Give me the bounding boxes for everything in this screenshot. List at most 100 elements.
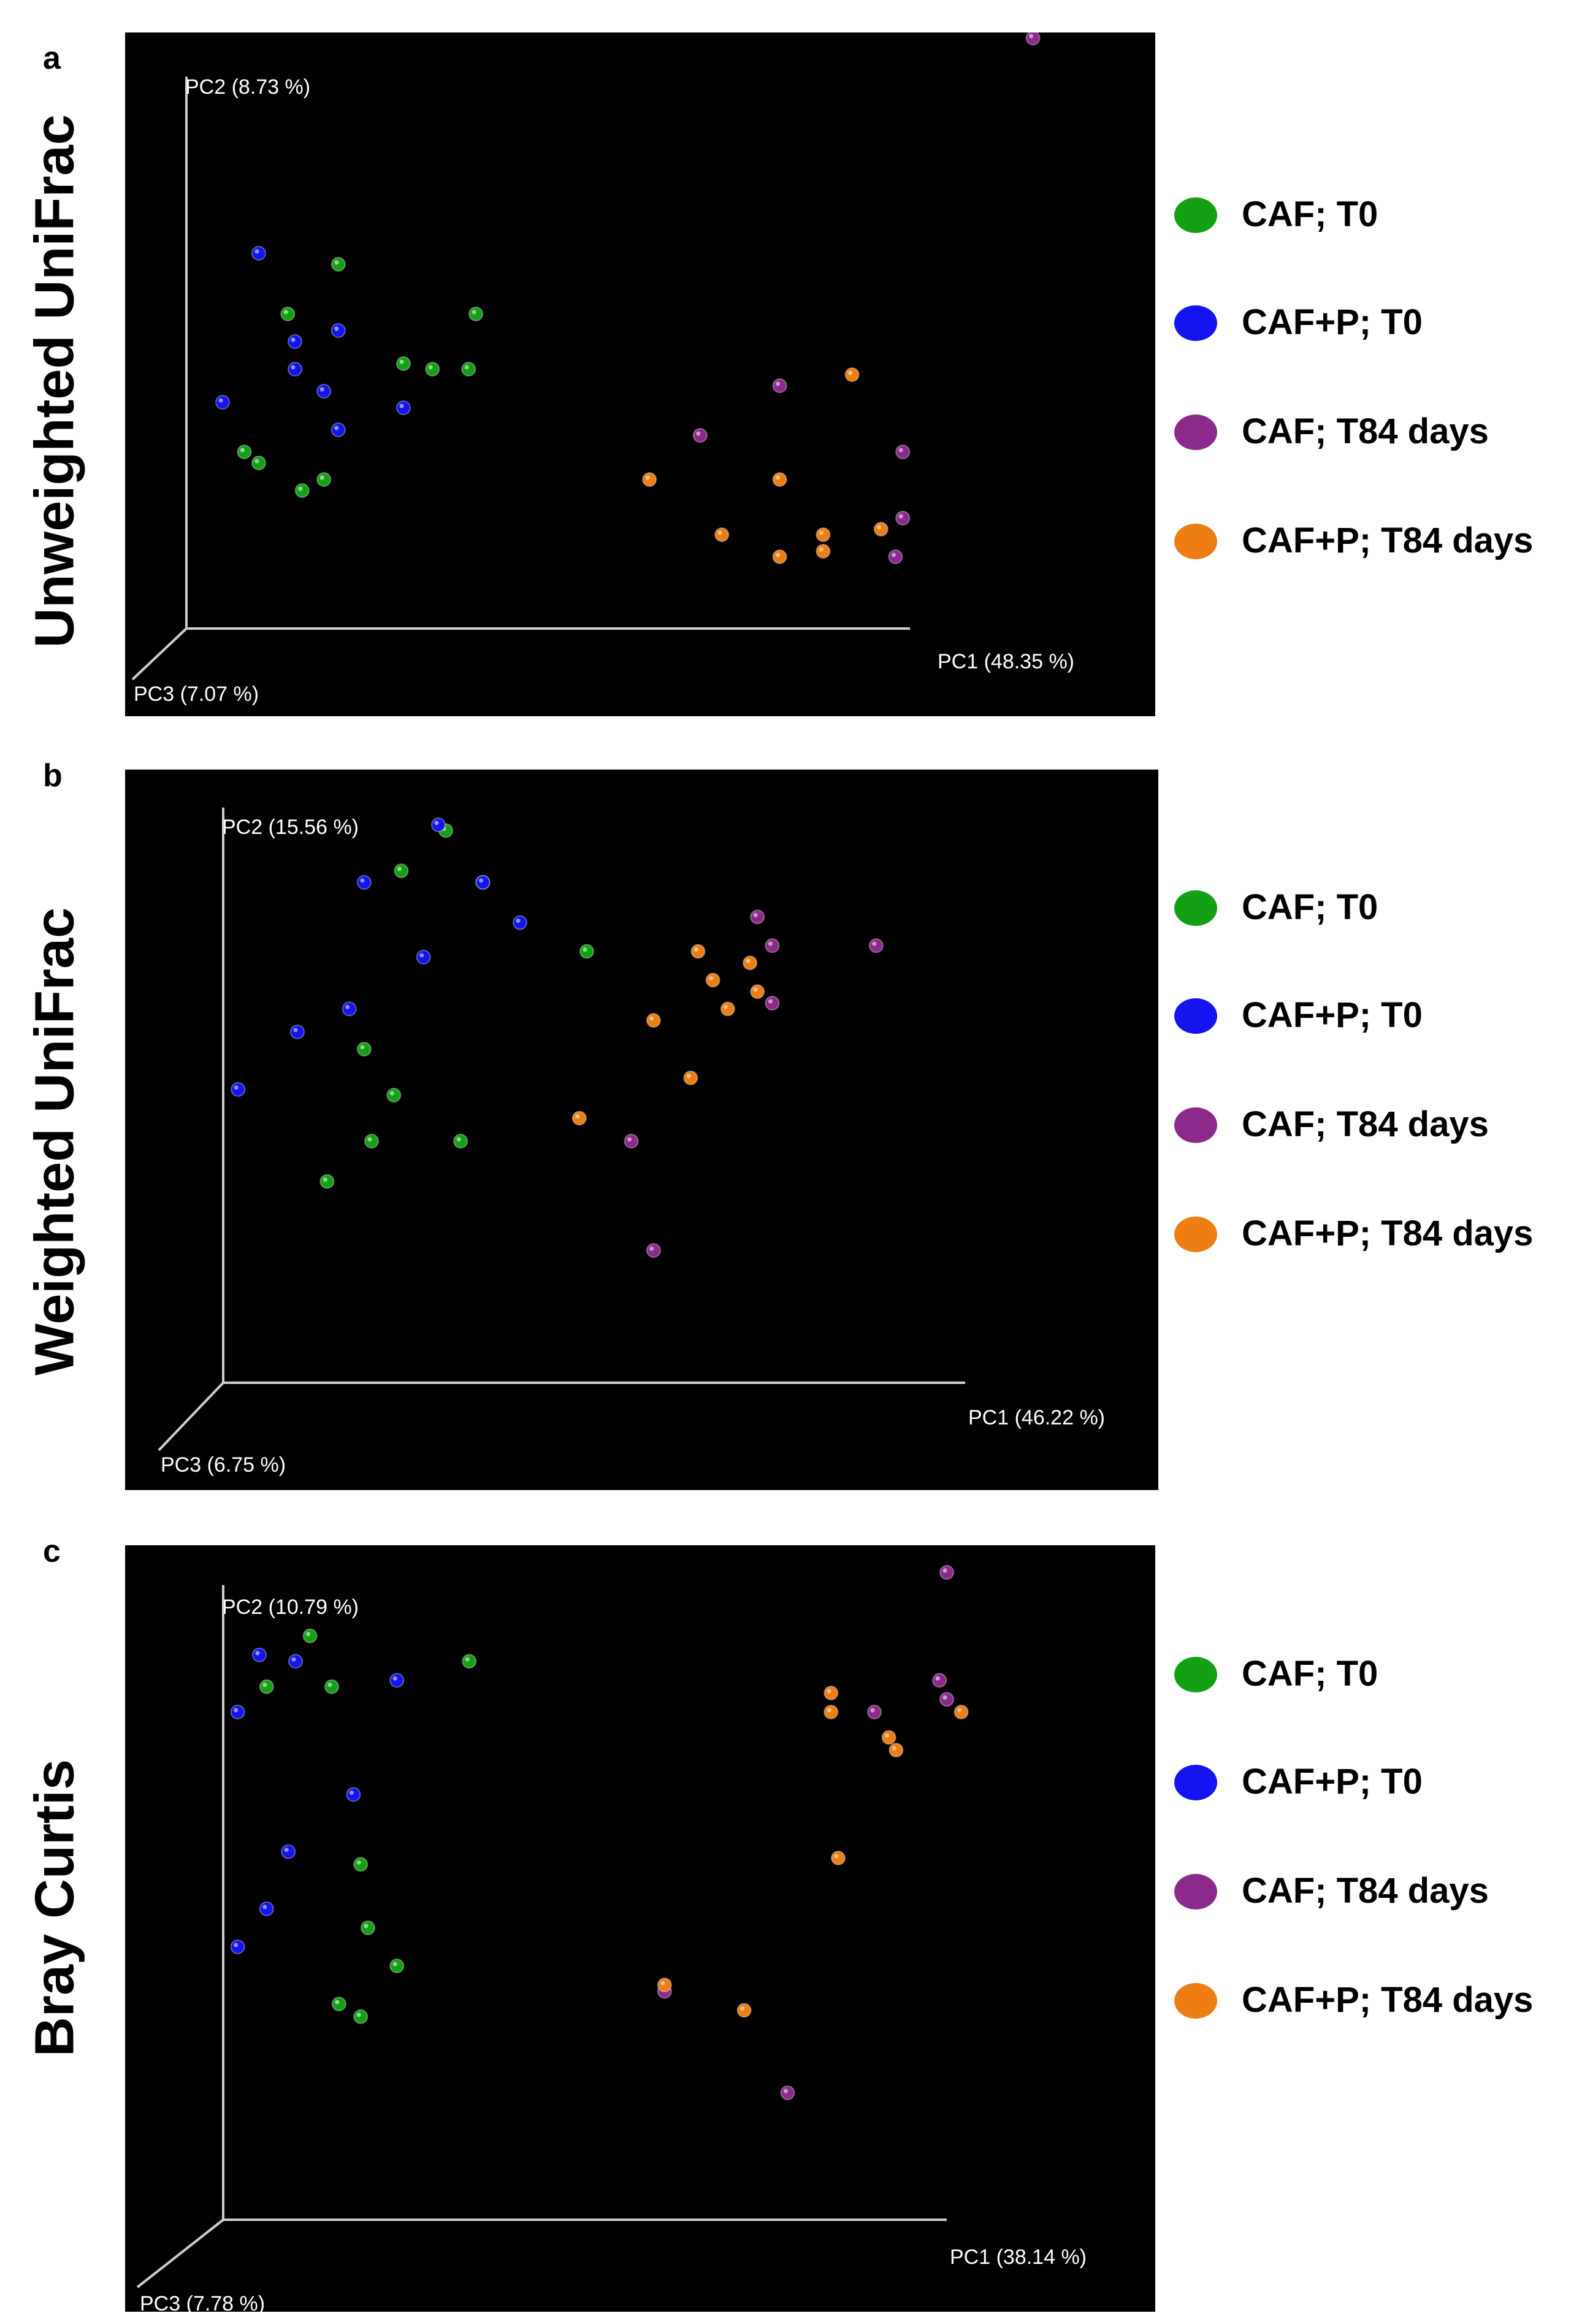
data-point-cafp_t0	[346, 1787, 361, 1802]
data-point-highlight	[891, 552, 896, 557]
data-point-cafp_t0	[230, 1705, 245, 1719]
data-point-cafp_t0	[215, 395, 230, 410]
data-point-highlight	[776, 552, 781, 557]
data-point-cafp_t84	[831, 1851, 846, 1866]
data-point-highlight	[234, 1943, 239, 1947]
data-point-cafp_t84	[571, 1110, 587, 1126]
data-point-highlight	[768, 999, 773, 1004]
data-point-highlight	[254, 249, 259, 254]
data-point-caf_t84	[868, 938, 884, 954]
scatter-plot-b: PC1 (46.22 %) PC2 (15.56 %) PC3 (6.75 %)	[158, 808, 1105, 1477]
data-point-highlight	[898, 448, 903, 453]
data-point-cafp_t84	[816, 544, 831, 559]
data-point-highlight	[827, 1708, 831, 1713]
data-point-highlight	[746, 958, 751, 963]
data-point-cafp_t0	[290, 1024, 305, 1039]
data-point-highlight	[885, 1733, 890, 1738]
data-point-highlight	[262, 1905, 267, 1909]
legend-marker	[1174, 1983, 1217, 2019]
panel-letter-a: a	[43, 40, 61, 76]
data-point-cafp_t84	[816, 527, 831, 542]
legend-marker	[1174, 1874, 1217, 1909]
legend-label: CAF+P; T84 days	[1242, 1214, 1534, 1253]
scatter-plot-a: PC1 (48.35 %) PC2 (8.73 %) PC3 (7.07 %)	[131, 32, 1074, 706]
data-point-caf_t0	[324, 1679, 339, 1694]
data-point-highlight	[872, 941, 877, 946]
legend-marker	[1174, 305, 1217, 341]
data-point-caf_t0	[462, 1654, 477, 1669]
data-point-highlight	[291, 365, 296, 370]
data-point-cafp_t0	[331, 422, 346, 437]
data-point-highlight	[834, 1854, 839, 1859]
data-point-highlight	[240, 448, 245, 453]
data-point-caf_t0	[331, 257, 346, 272]
data-point-cafp_t0	[252, 1647, 267, 1662]
legend-marker	[1174, 1217, 1217, 1252]
data-point-highlight	[645, 475, 650, 480]
data-point-caf_t0	[316, 472, 332, 487]
data-point-cafp_t84	[824, 1685, 839, 1700]
legend-label: CAF; T0	[1242, 887, 1378, 927]
data-point-cafp_t84	[683, 1070, 698, 1085]
data-point-cafp_t0	[230, 1939, 245, 1954]
data-point-caf_t84	[646, 1243, 661, 1258]
panel-letter-c: c	[43, 1534, 61, 1569]
data-point-caf_t84	[765, 938, 780, 954]
data-point-highlight	[877, 525, 882, 530]
data-point-caf_t84	[932, 1673, 947, 1688]
data-point-highlight	[284, 1848, 289, 1852]
data-point-cafp_t84	[750, 984, 765, 1000]
pc1-axis-label: PC1 (48.35 %)	[938, 650, 1074, 673]
data-point-highlight	[397, 866, 402, 871]
data-point-highlight	[389, 1091, 394, 1096]
data-point-cafp_t84	[772, 549, 787, 564]
data-point-highlight	[827, 1689, 831, 1694]
data-point-highlight	[935, 1676, 940, 1681]
data-point-cafp_t84	[954, 1705, 969, 1719]
data-point-cafp_t84	[642, 472, 657, 487]
data-point-caf_t84	[624, 1134, 639, 1149]
data-point-highlight	[364, 1924, 369, 1928]
data-point-highlight	[323, 1177, 327, 1182]
data-point-cafp_t84	[690, 944, 706, 959]
data-point-caf_t84	[867, 1705, 882, 1719]
pc2-axis-label: PC2 (10.79 %)	[222, 1596, 359, 1619]
data-point-cafp_t0	[288, 334, 302, 349]
data-point-caf_t84	[692, 428, 708, 443]
legend-marker	[1174, 415, 1217, 450]
panel-title-c: Bray Curtis	[24, 1759, 86, 2057]
data-point-highlight	[255, 1651, 260, 1656]
data-point-cafp_t84	[772, 472, 787, 487]
data-point-cafp_t84	[824, 1705, 839, 1719]
data-point-cafp_t84	[881, 1730, 896, 1745]
data-point-highlight	[399, 359, 404, 364]
data-point-caf_t0	[302, 1628, 318, 1643]
data-point-highlight	[686, 1074, 691, 1079]
data-point-highlight	[392, 1676, 397, 1681]
legend-c: CAF; T0 CAF+P; T0 CAF; T84 days CAF+P; T…	[1174, 1649, 1579, 2030]
legend-marker	[1174, 1657, 1217, 1692]
data-point-highlight	[768, 941, 773, 946]
data-point-highlight	[428, 365, 433, 370]
data-point-highlight	[819, 547, 824, 552]
data-point-cafp_t0	[331, 323, 346, 338]
data-point-caf_t84	[895, 511, 911, 526]
data-point-highlight	[234, 1085, 239, 1090]
data-point-cafp_t0	[288, 1654, 303, 1669]
data-point-caf_t0	[386, 1088, 402, 1103]
data-point-highlight	[627, 1137, 632, 1142]
data-point-highlight	[479, 878, 483, 883]
data-point-caf_t0	[353, 1857, 369, 1872]
data-point-highlight	[776, 475, 781, 480]
panel-title-a: Unweighted UniFrac	[24, 114, 86, 648]
legend-a: CAF; T0 CAF+P; T0 CAF; T84 days CAF+P; T…	[1174, 190, 1579, 570]
legend-label: CAF+P; T0	[1242, 302, 1423, 342]
data-point-caf_t84	[888, 549, 903, 564]
data-point-highlight	[753, 987, 758, 992]
data-point-cafp_t0	[430, 817, 446, 833]
plot-area-c: PC1 (38.14 %) PC2 (10.79 %) PC3 (7.78 %)	[125, 1545, 1155, 2312]
data-point-cafp_t84	[646, 1013, 661, 1028]
data-point-caf_t84	[1025, 32, 1041, 45]
data-point-caf_t84	[895, 445, 911, 459]
data-point-cafp_t84	[657, 1978, 672, 1993]
